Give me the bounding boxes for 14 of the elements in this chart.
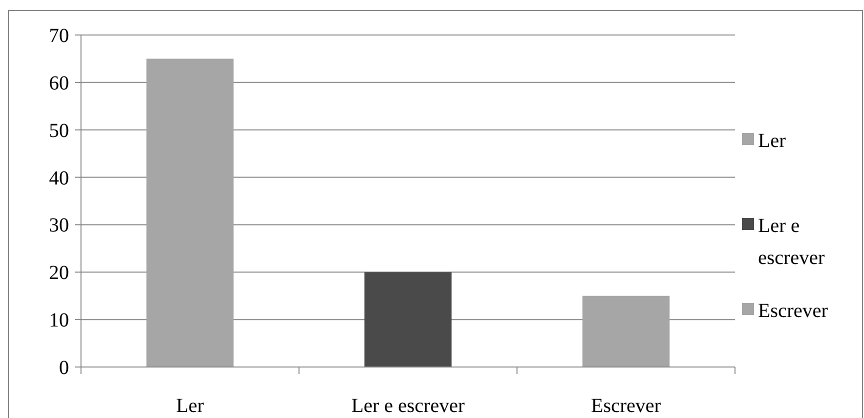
y-tick-label: 10 — [49, 310, 69, 332]
y-tick-label: 0 — [59, 357, 69, 379]
x-tick-label: Escrever — [591, 395, 662, 417]
legend-label: Escrever — [758, 300, 828, 322]
y-tick-label: 20 — [49, 262, 69, 284]
x-tick-label: Ler — [176, 395, 204, 417]
legend-label: Ler — [758, 130, 786, 152]
y-tick-label: 30 — [49, 214, 69, 237]
y-tick-label: 40 — [49, 167, 69, 190]
y-tick-label: 70 — [49, 25, 69, 47]
x-tick-label: Ler e escrever — [351, 395, 465, 417]
legend-label: Ler e escrever — [758, 215, 825, 269]
y-tick-label: 50 — [49, 120, 69, 142]
y-tick-label: 60 — [49, 72, 69, 94]
